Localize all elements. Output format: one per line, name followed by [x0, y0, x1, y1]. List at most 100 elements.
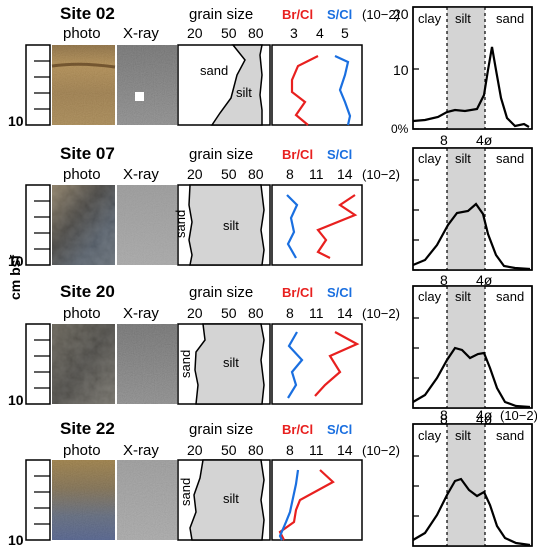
photo-header: photo: [63, 25, 101, 42]
ratio-plot: [271, 459, 363, 541]
silt-zone-label: silt: [455, 289, 471, 304]
sand-zone-label: sand: [496, 289, 524, 304]
s-cl-profile: [334, 55, 352, 126]
clay-zone-label: clay: [418, 428, 442, 443]
grain-tick-50: 50: [221, 25, 237, 41]
phi-4-label: 4ø: [476, 272, 493, 288]
exponent-label: (10−2): [362, 306, 400, 321]
s-cl-label: S/Cl: [327, 422, 352, 437]
ratio-tick-2: 4: [316, 25, 324, 41]
xray-header: X-ray: [123, 442, 159, 459]
br-cl-label: Br/Cl: [282, 147, 313, 162]
ratio-plot: [271, 184, 363, 266]
s-cl-profile: [287, 331, 304, 399]
silt-zone-label: silt: [455, 151, 471, 166]
distribution-curve: [412, 346, 531, 409]
grain-size-header: grain size: [189, 284, 253, 301]
s-cl-label: S/Cl: [327, 7, 352, 22]
grain-size-header: grain size: [189, 146, 253, 163]
grain-tick-80: 80: [248, 166, 264, 182]
silt-zone-label: silt: [455, 11, 471, 26]
grain-tick-50: 50: [221, 442, 237, 458]
sand-zone-label: sand: [178, 478, 193, 506]
distribution-curve: [412, 46, 530, 128]
site-title: Site 20: [60, 282, 115, 301]
sand-zone-label: sand: [178, 350, 193, 378]
silt-zone-label: silt: [455, 428, 471, 443]
xray-header: X-ray: [123, 305, 159, 322]
site-title: Site 07: [60, 144, 115, 163]
ratio-tick-2: 11: [309, 305, 324, 321]
clay-zone-label: clay: [418, 289, 442, 304]
silt-zone-label: silt: [223, 218, 239, 233]
sand-zone-label: sand: [496, 151, 524, 166]
ratio-plot: [271, 323, 363, 405]
br-cl-label: Br/Cl: [282, 7, 313, 22]
exponent-label: (10−2): [362, 167, 400, 182]
pct-10: 10: [393, 62, 409, 78]
grain-tick-50: 50: [221, 305, 237, 321]
s-cl-label: S/Cl: [327, 285, 352, 300]
depth-max-label: 10: [8, 253, 24, 269]
depth-max-label: 10: [8, 392, 24, 408]
distribution-curve: [412, 477, 531, 547]
br-cl-profile: [290, 55, 319, 126]
depth-ticks: [34, 60, 50, 110]
ratio-tick-2: 11: [309, 166, 324, 182]
exponent-label: (10−2): [500, 408, 537, 423]
silt-zone-label: silt: [236, 85, 252, 100]
phi-8-label: 8: [440, 411, 448, 427]
ratio-tick-1: 3: [290, 25, 298, 41]
grain-tick-80: 80: [248, 305, 264, 321]
phi-8-label: 8: [440, 407, 448, 423]
clay-zone-label: clay: [418, 11, 442, 26]
silt-fraction-area: [189, 459, 265, 541]
phi-8-label: 8: [440, 132, 448, 148]
depth-max-label: 10: [8, 532, 24, 548]
depth-scale: [25, 323, 51, 405]
site-22-panel: Site 22 photo X-ray grain size 20 50 80 …: [8, 407, 537, 548]
photo-header: photo: [63, 166, 101, 183]
sand-zone-label: sand: [200, 63, 228, 78]
phi-4-label: 4ø: [476, 132, 493, 148]
pct-20: 20: [393, 6, 409, 22]
exponent-label: (10−2): [362, 7, 400, 22]
phi-4-label: 4ø: [476, 407, 493, 423]
depth-scale: [25, 44, 51, 126]
xray-header: X-ray: [123, 25, 159, 42]
grain-tick-20: 20: [187, 25, 203, 41]
grain-tick-20: 20: [187, 166, 203, 182]
grain-tick-20: 20: [187, 442, 203, 458]
photo-header: photo: [63, 442, 101, 459]
site-20-panel: Site 20 photo X-ray grain size 20 50 80 …: [8, 282, 533, 427]
clay-zone-label: clay: [418, 151, 442, 166]
xray-header: X-ray: [123, 166, 159, 183]
depth-scale: [25, 184, 51, 266]
grain-tick-80: 80: [248, 442, 264, 458]
depth-axis-label: cm bsf: [7, 255, 23, 300]
depth-max-label: 10: [8, 113, 24, 129]
s-cl-profile: [278, 469, 300, 541]
distribution-curve: [412, 202, 531, 271]
br-cl-label: Br/Cl: [282, 285, 313, 300]
ratio-tick-3: 5: [341, 25, 349, 41]
exponent-label: (10−2): [362, 443, 400, 458]
ratio-plot: [271, 44, 363, 126]
photo-header: photo: [63, 305, 101, 322]
pct-0: 0%: [391, 122, 409, 136]
silt-zone-label: silt: [223, 355, 239, 370]
ratio-tick-2: 11: [309, 442, 324, 458]
site-07-panel: Site 07 photo X-ray grain size 20 50 80 …: [8, 144, 533, 288]
sand-zone-label: sand: [496, 11, 524, 26]
sand-zone-label: sand: [173, 210, 188, 238]
ratio-tick-1: 8: [286, 442, 294, 458]
ratio-tick-3: 14: [337, 442, 353, 458]
silt-fraction-area: [194, 323, 265, 405]
phi-4-label: 4ø: [476, 411, 493, 427]
site-title: Site 02: [60, 4, 115, 23]
ratio-tick-3: 14: [337, 166, 353, 182]
grain-tick-50: 50: [221, 166, 237, 182]
silt-band: [447, 286, 485, 408]
site-02-panel: Site 02 photo X-ray grain size 20 50 80 …: [8, 4, 533, 148]
s-cl-label: S/Cl: [327, 147, 352, 162]
